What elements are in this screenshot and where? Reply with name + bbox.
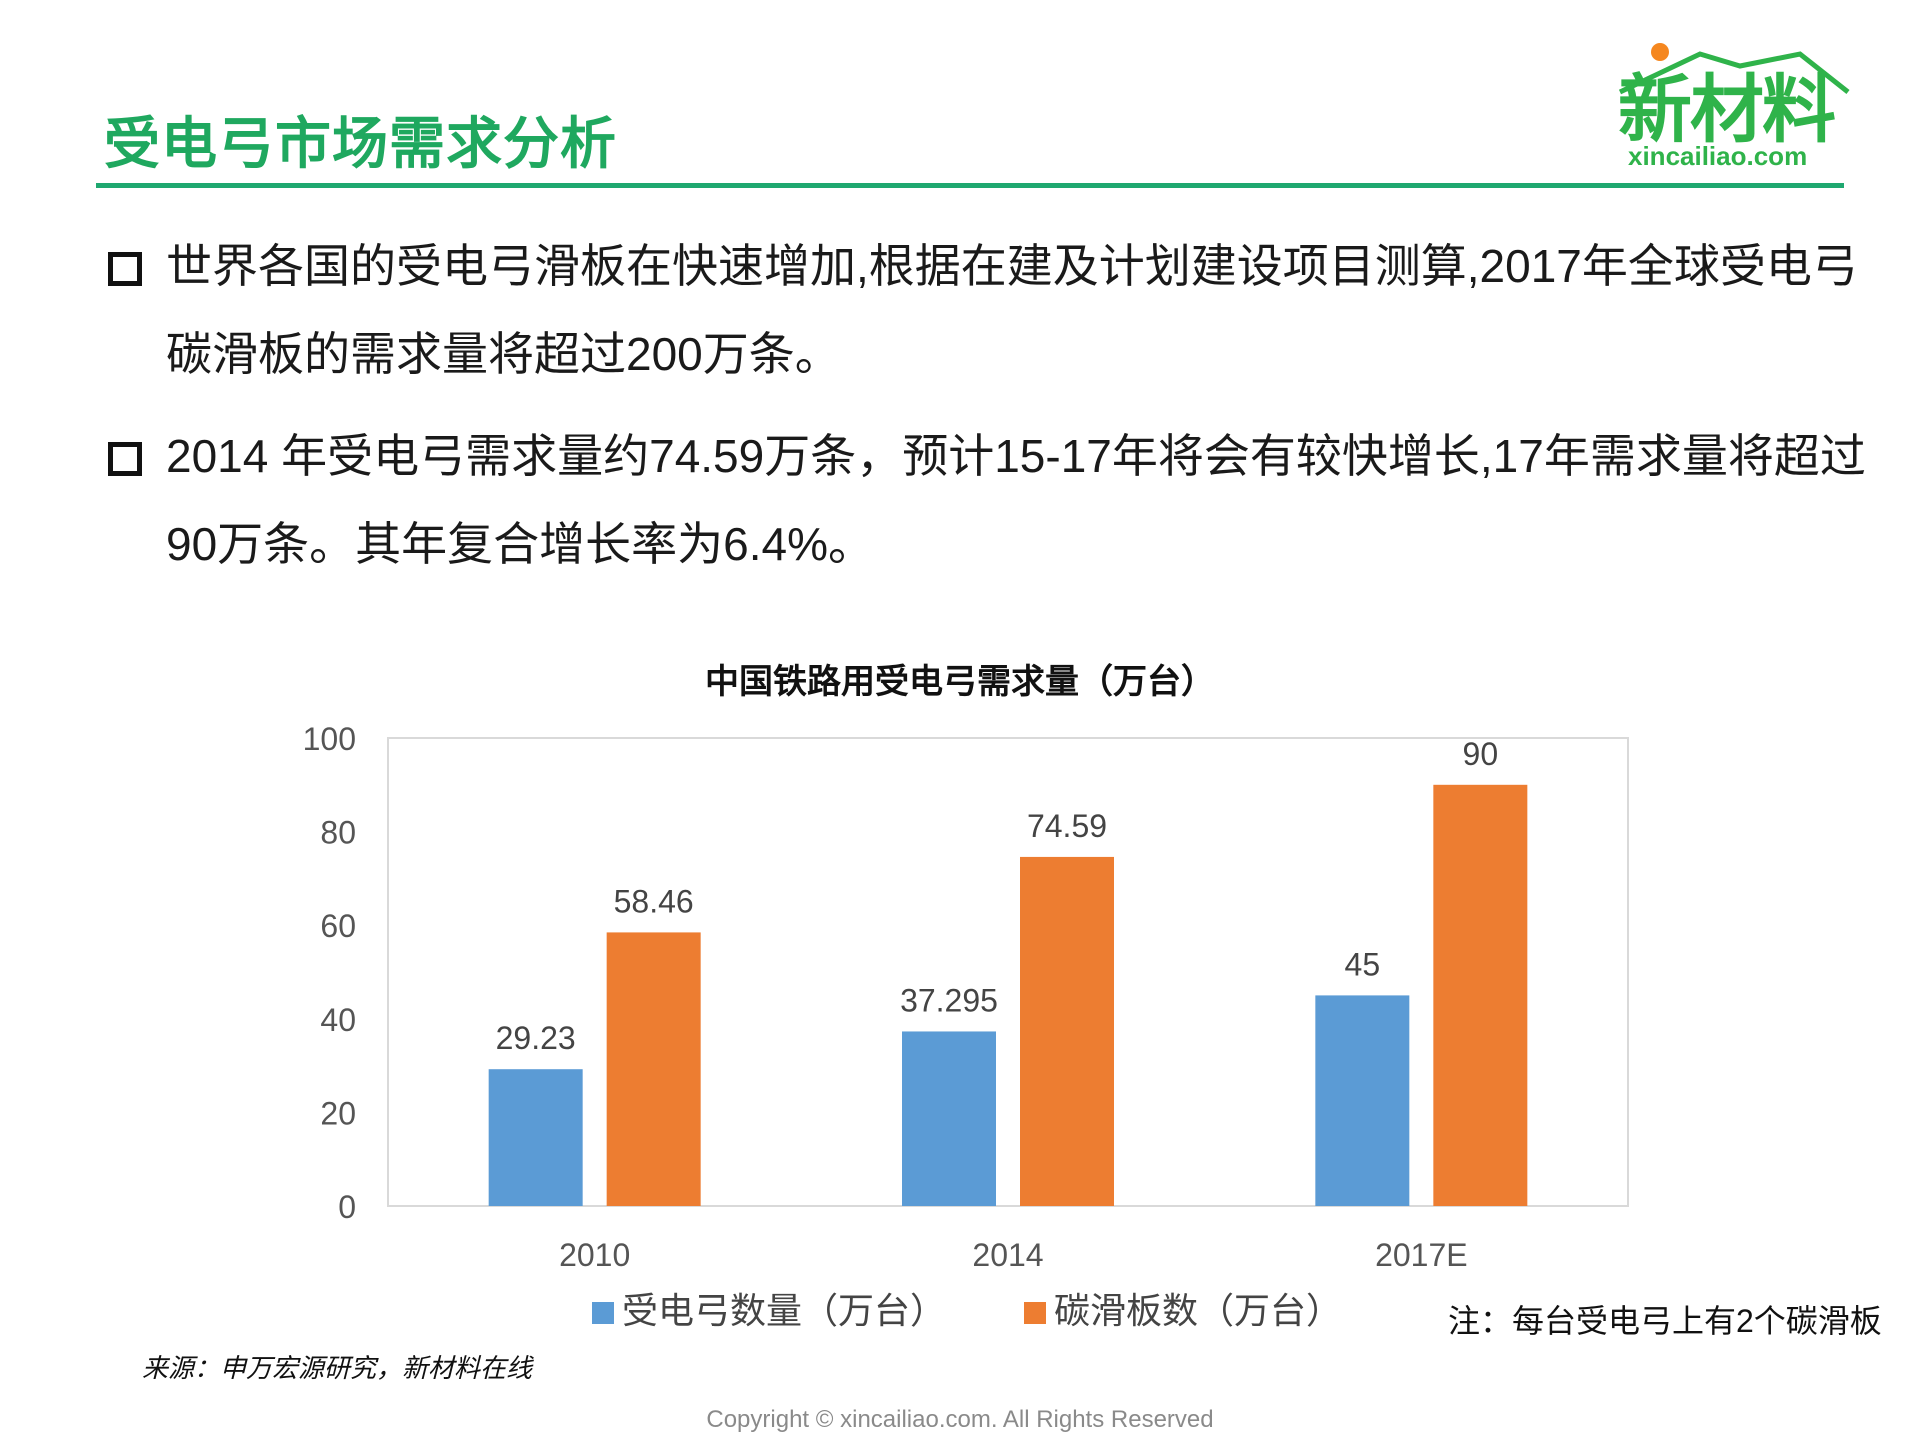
- legend-item-series-1: 受电弓数量（万台）: [592, 1282, 946, 1334]
- bullet-text: 世界各国的受电弓滑板在快速增加,根据在建及计划建设项目测算,2017年全球受电弓…: [166, 240, 1858, 380]
- legend-item-series-2: 碳滑板数（万台）: [1024, 1282, 1342, 1334]
- checkbox-square-icon: [108, 252, 142, 286]
- title-divider: [96, 183, 1844, 188]
- bar: [606, 932, 701, 1206]
- legend-swatch: [1024, 1302, 1046, 1325]
- plot-area: [387, 737, 1629, 1207]
- y-tick-label: 20: [320, 1095, 356, 1131]
- bullet-item: 2014 年受电弓需求量约74.59万条，预计15-17年将会有较快增长,17年…: [108, 412, 1868, 588]
- chart-note: 注：每台受电弓上有2个碳滑板: [1448, 1303, 1882, 1339]
- roof-icon: [1618, 43, 1850, 95]
- data-label: 45: [1345, 946, 1381, 982]
- bar: [1433, 784, 1528, 1206]
- y-tick-label: 60: [320, 908, 356, 944]
- bullet-item: 世界各国的受电弓滑板在快速增加,根据在建及计划建设项目测算,2017年全球受电弓…: [108, 222, 1868, 398]
- data-label: 90: [1463, 736, 1499, 772]
- legend-swatch: [592, 1302, 614, 1325]
- source-citation: 来源：申万宏源研究，新材料在线: [142, 1353, 533, 1383]
- logo-url: xincailiao.com: [1628, 141, 1808, 171]
- data-label: 58.46: [614, 883, 694, 919]
- y-tick-label: 100: [303, 721, 356, 757]
- logo-text: 新材料: [1618, 68, 1836, 151]
- bar: [902, 1031, 996, 1206]
- data-label: 74.59: [1027, 808, 1107, 844]
- slide-title: 受电弓市场需求分析: [104, 112, 617, 175]
- data-label: 37.295: [900, 982, 998, 1018]
- chart-title: 中国铁路用受电弓需求量（万台）: [705, 663, 1215, 701]
- y-tick-label: 0: [338, 1189, 356, 1225]
- x-tick-label: 2010: [559, 1237, 630, 1273]
- bar: [1315, 995, 1410, 1206]
- bullet-text: 2014 年受电弓需求量约74.59万条，预计15-17年将会有较快增长,17年…: [166, 430, 1866, 570]
- copyright: Copyright © xincailiao.com. All Rights R…: [706, 1406, 1214, 1433]
- brand-logo: 新材料 xincailiao.com: [1600, 40, 1860, 170]
- data-label: 29.23: [496, 1020, 576, 1056]
- checkbox-square-icon: [108, 442, 142, 476]
- x-tick-label: 2017E: [1375, 1237, 1468, 1273]
- y-tick-label: 40: [320, 1002, 356, 1038]
- x-tick-label: 2014: [972, 1237, 1043, 1273]
- bar: [1020, 856, 1114, 1206]
- y-tick-label: 80: [320, 815, 356, 851]
- legend-label: 受电弓数量（万台）: [622, 1290, 947, 1331]
- legend-label: 碳滑板数（万台）: [1054, 1290, 1343, 1331]
- bar: [488, 1069, 583, 1206]
